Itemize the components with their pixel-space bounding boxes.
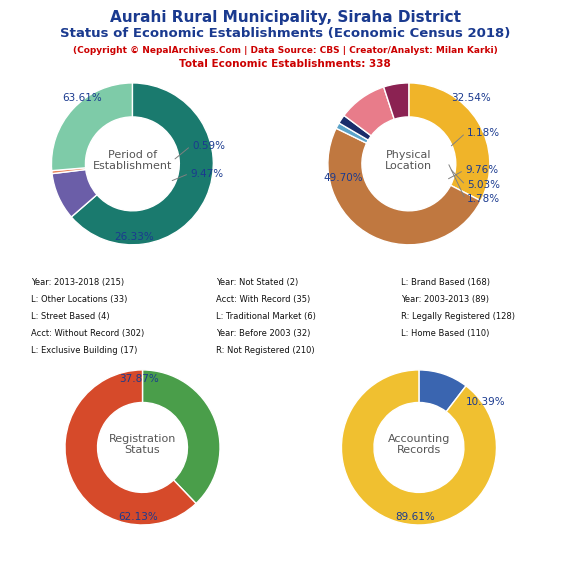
Text: 10.39%: 10.39% bbox=[466, 397, 505, 408]
Wedge shape bbox=[71, 83, 213, 245]
Text: Acct: With Record (35): Acct: With Record (35) bbox=[216, 295, 310, 304]
Wedge shape bbox=[52, 168, 86, 174]
Text: 26.33%: 26.33% bbox=[114, 232, 154, 242]
Text: 1.18%: 1.18% bbox=[467, 128, 500, 138]
Text: 32.54%: 32.54% bbox=[451, 92, 491, 103]
Text: Status of Economic Establishments (Economic Census 2018): Status of Economic Establishments (Econo… bbox=[60, 27, 510, 40]
Wedge shape bbox=[51, 83, 132, 170]
Text: Year: Before 2003 (32): Year: Before 2003 (32) bbox=[216, 329, 311, 338]
Wedge shape bbox=[328, 128, 481, 245]
Wedge shape bbox=[409, 83, 490, 201]
Wedge shape bbox=[341, 370, 496, 525]
Wedge shape bbox=[419, 370, 466, 412]
Text: Aurahi Rural Municipality, Siraha District: Aurahi Rural Municipality, Siraha Distri… bbox=[109, 10, 461, 25]
Text: Acct: Without Record (302): Acct: Without Record (302) bbox=[31, 329, 144, 338]
Text: R: Legally Registered (128): R: Legally Registered (128) bbox=[401, 312, 515, 321]
Text: L: Home Based (110): L: Home Based (110) bbox=[401, 329, 490, 338]
Text: L: Traditional Market (6): L: Traditional Market (6) bbox=[216, 312, 316, 321]
Text: 1.78%: 1.78% bbox=[467, 194, 500, 205]
Wedge shape bbox=[384, 83, 409, 119]
Text: 9.76%: 9.76% bbox=[466, 165, 499, 176]
Text: L: Exclusive Building (17): L: Exclusive Building (17) bbox=[31, 346, 137, 355]
Wedge shape bbox=[52, 169, 97, 217]
Text: 62.13%: 62.13% bbox=[119, 512, 158, 522]
Text: L: Brand Based (168): L: Brand Based (168) bbox=[401, 278, 490, 287]
Text: Total Economic Establishments: 338: Total Economic Establishments: 338 bbox=[179, 59, 391, 70]
Wedge shape bbox=[339, 116, 371, 140]
Text: Year: 2003-2013 (89): Year: 2003-2013 (89) bbox=[401, 295, 489, 304]
Text: Registration
Status: Registration Status bbox=[109, 434, 176, 455]
Text: L: Street Based (4): L: Street Based (4) bbox=[31, 312, 109, 321]
Text: 49.70%: 49.70% bbox=[324, 173, 364, 184]
Text: 37.87%: 37.87% bbox=[119, 374, 158, 384]
Text: 0.59%: 0.59% bbox=[192, 141, 225, 151]
Text: 63.61%: 63.61% bbox=[62, 92, 102, 103]
Wedge shape bbox=[344, 87, 394, 136]
Text: 5.03%: 5.03% bbox=[467, 180, 500, 190]
Text: 9.47%: 9.47% bbox=[190, 169, 224, 178]
Text: Physical
Location: Physical Location bbox=[385, 150, 433, 172]
Wedge shape bbox=[336, 123, 368, 143]
Text: Accounting
Records: Accounting Records bbox=[388, 434, 450, 455]
Wedge shape bbox=[65, 370, 196, 525]
Text: L: Other Locations (33): L: Other Locations (33) bbox=[31, 295, 127, 304]
Text: Year: Not Stated (2): Year: Not Stated (2) bbox=[216, 278, 298, 287]
Wedge shape bbox=[142, 370, 220, 503]
Text: Period of
Establishment: Period of Establishment bbox=[93, 150, 172, 172]
Text: R: Not Registered (210): R: Not Registered (210) bbox=[216, 346, 315, 355]
Text: Year: 2013-2018 (215): Year: 2013-2018 (215) bbox=[31, 278, 124, 287]
Text: 89.61%: 89.61% bbox=[395, 512, 435, 522]
Text: (Copyright © NepalArchives.Com | Data Source: CBS | Creator/Analyst: Milan Karki: (Copyright © NepalArchives.Com | Data So… bbox=[72, 46, 498, 55]
